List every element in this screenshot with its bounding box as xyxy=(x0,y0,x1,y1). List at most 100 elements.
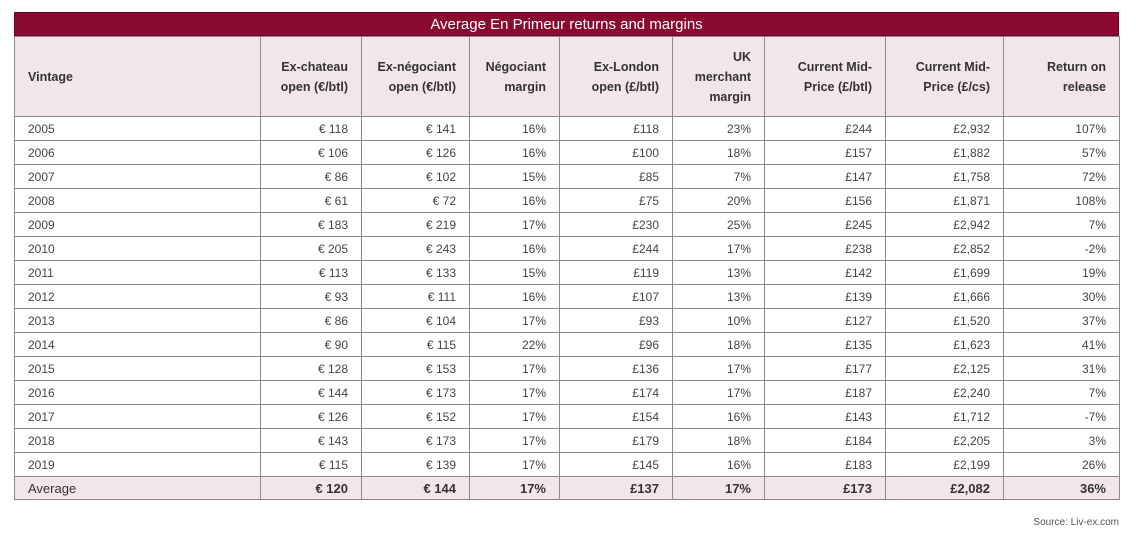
table-title: Average En Primeur returns and margins xyxy=(14,12,1119,36)
value-cell: £2,852 xyxy=(885,236,1004,261)
vintage-cell: 2015 xyxy=(14,356,261,381)
value-cell: £2,199 xyxy=(885,452,1004,477)
value-cell: € 72 xyxy=(361,188,470,213)
table-row: 2007 € 86 € 102 15% £85 7% £147 £1,758 72% xyxy=(14,164,1120,189)
value-cell: £2,932 xyxy=(885,116,1004,141)
average-cell: £137 xyxy=(559,476,673,500)
column-header: Ex-chateau open (€/btl) xyxy=(260,36,362,117)
value-cell: £96 xyxy=(559,332,673,357)
value-cell: £1,712 xyxy=(885,404,1004,429)
vintage-cell: 2008 xyxy=(14,188,261,213)
value-cell: € 61 xyxy=(260,188,362,213)
value-cell: £238 xyxy=(764,236,886,261)
vintage-cell: 2012 xyxy=(14,284,261,309)
average-cell: 17% xyxy=(469,476,560,500)
value-cell: £230 xyxy=(559,212,673,237)
value-cell: £139 xyxy=(764,284,886,309)
value-cell: £244 xyxy=(764,116,886,141)
value-cell: € 86 xyxy=(260,164,362,189)
table-row: 2019 € 115 € 139 17% £145 16% £183 £2,199 26% xyxy=(14,452,1120,477)
vintage-cell: 2014 xyxy=(14,332,261,357)
average-cell: € 144 xyxy=(361,476,470,500)
value-cell: £183 xyxy=(764,452,886,477)
value-cell: £93 xyxy=(559,308,673,333)
value-cell: 13% xyxy=(672,260,765,285)
value-cell: £184 xyxy=(764,428,886,453)
value-cell: € 128 xyxy=(260,356,362,381)
value-cell: 20% xyxy=(672,188,765,213)
vintage-cell: 2019 xyxy=(14,452,261,477)
table-row: 2012 € 93 € 111 16% £107 13% £139 £1,666 30% xyxy=(14,284,1120,309)
value-cell: 41% xyxy=(1003,332,1120,357)
vintage-cell: 2018 xyxy=(14,428,261,453)
value-cell: 13% xyxy=(672,284,765,309)
value-cell: 3% xyxy=(1003,428,1120,453)
value-cell: 16% xyxy=(469,116,560,141)
value-cell: £1,758 xyxy=(885,164,1004,189)
column-header: Ex-London open (£/btl) xyxy=(559,36,673,117)
value-cell: € 90 xyxy=(260,332,362,357)
value-cell: € 205 xyxy=(260,236,362,261)
value-cell: £245 xyxy=(764,212,886,237)
value-cell: 16% xyxy=(672,452,765,477)
value-cell: £75 xyxy=(559,188,673,213)
value-cell: € 183 xyxy=(260,212,362,237)
value-cell: £143 xyxy=(764,404,886,429)
value-cell: £100 xyxy=(559,140,673,165)
value-cell: £179 xyxy=(559,428,673,453)
table-row: 2016 € 144 € 173 17% £174 17% £187 £2,240 7% xyxy=(14,380,1120,405)
value-cell: € 139 xyxy=(361,452,470,477)
value-cell: £142 xyxy=(764,260,886,285)
value-cell: £1,871 xyxy=(885,188,1004,213)
column-header: Négociant margin xyxy=(469,36,560,117)
value-cell: 17% xyxy=(469,212,560,237)
value-cell: 57% xyxy=(1003,140,1120,165)
value-cell: -2% xyxy=(1003,236,1120,261)
vintage-cell: 2010 xyxy=(14,236,261,261)
table-row: 2018 € 143 € 173 17% £179 18% £184 £2,205 3% xyxy=(14,428,1120,453)
value-cell: 23% xyxy=(672,116,765,141)
table-container: Average En Primeur returns and margins V… xyxy=(14,12,1120,500)
value-cell: € 173 xyxy=(361,428,470,453)
value-cell: £85 xyxy=(559,164,673,189)
value-cell: € 126 xyxy=(260,404,362,429)
value-cell: 16% xyxy=(469,236,560,261)
value-cell: 10% xyxy=(672,308,765,333)
value-cell: 18% xyxy=(672,332,765,357)
value-cell: £127 xyxy=(764,308,886,333)
column-header: Current Mid-Price (£/cs) xyxy=(885,36,1004,117)
value-cell: £135 xyxy=(764,332,886,357)
average-row: Average € 120 € 144 17% £137 17% £173 £2,082 36% xyxy=(14,476,1120,500)
table-row: 2010 € 205 € 243 16% £244 17% £238 £2,852 -2% xyxy=(14,236,1120,261)
table-row: 2006 € 106 € 126 16% £100 18% £157 £1,882 57% xyxy=(14,140,1120,165)
value-cell: 17% xyxy=(469,428,560,453)
value-cell: £244 xyxy=(559,236,673,261)
value-cell: € 152 xyxy=(361,404,470,429)
vintage-cell: 2005 xyxy=(14,116,261,141)
value-cell: € 115 xyxy=(361,332,470,357)
value-cell: £157 xyxy=(764,140,886,165)
average-label: Average xyxy=(14,476,261,500)
value-cell: £154 xyxy=(559,404,673,429)
value-cell: € 93 xyxy=(260,284,362,309)
value-cell: £187 xyxy=(764,380,886,405)
value-cell: 37% xyxy=(1003,308,1120,333)
value-cell: € 111 xyxy=(361,284,470,309)
returns-table: Vintage Ex-chateau open (€/btl) Ex-négocia… xyxy=(14,36,1120,500)
average-cell: € 120 xyxy=(260,476,362,500)
value-cell: 17% xyxy=(469,404,560,429)
value-cell: 22% xyxy=(469,332,560,357)
column-header: Return on release xyxy=(1003,36,1120,117)
value-cell: 17% xyxy=(469,308,560,333)
value-cell: £107 xyxy=(559,284,673,309)
value-cell: € 118 xyxy=(260,116,362,141)
value-cell: £2,205 xyxy=(885,428,1004,453)
value-cell: £1,882 xyxy=(885,140,1004,165)
value-cell: £118 xyxy=(559,116,673,141)
value-cell: € 143 xyxy=(260,428,362,453)
table-row: 2013 € 86 € 104 17% £93 10% £127 £1,520 37% xyxy=(14,308,1120,333)
value-cell: € 133 xyxy=(361,260,470,285)
value-cell: 15% xyxy=(469,260,560,285)
value-cell: 17% xyxy=(672,236,765,261)
value-cell: £1,699 xyxy=(885,260,1004,285)
